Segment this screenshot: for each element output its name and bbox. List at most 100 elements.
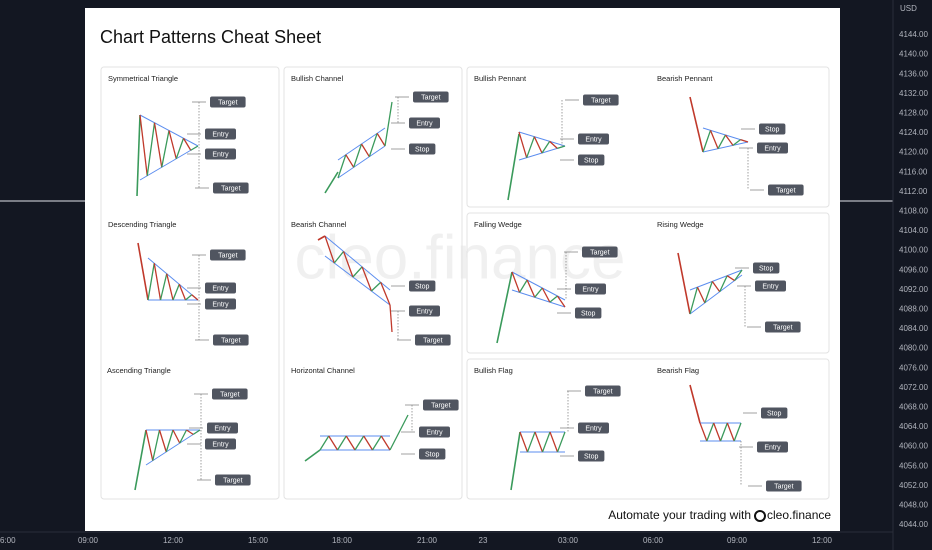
pattern-line bbox=[726, 275, 735, 282]
pattern-line bbox=[328, 435, 339, 451]
time-label: 03:00 bbox=[558, 536, 579, 545]
pattern-line bbox=[182, 137, 192, 151]
pattern-line bbox=[549, 140, 558, 149]
pattern-line bbox=[175, 138, 185, 159]
pattern-line bbox=[726, 422, 735, 442]
pattern-line bbox=[549, 295, 558, 303]
pattern-line bbox=[324, 255, 391, 306]
level-tag bbox=[759, 123, 786, 135]
level-label: Target bbox=[221, 337, 241, 344]
pattern-line bbox=[719, 422, 728, 442]
level-label: Target bbox=[773, 324, 793, 331]
pattern-line bbox=[507, 133, 520, 201]
pattern-line bbox=[706, 422, 715, 442]
pattern-name: Bearish Channel bbox=[291, 220, 347, 229]
pattern-line bbox=[702, 141, 749, 153]
level-tag bbox=[575, 283, 606, 295]
time-label: 12:00 bbox=[812, 536, 833, 545]
watermark: cleo.finance bbox=[295, 223, 626, 292]
price-label: 4072.00 bbox=[899, 383, 928, 392]
price-label: 4112.00 bbox=[899, 187, 928, 196]
pattern-line bbox=[380, 435, 391, 451]
pattern-line bbox=[159, 273, 168, 301]
pattern-line bbox=[732, 139, 741, 146]
level-tag bbox=[409, 117, 440, 129]
time-label: 09:00 bbox=[727, 536, 748, 545]
pattern-line bbox=[186, 429, 194, 435]
pattern-line bbox=[713, 422, 722, 442]
pattern-line bbox=[510, 431, 521, 491]
pattern-name: Bullish Flag bbox=[474, 366, 513, 375]
pattern-line bbox=[534, 431, 544, 453]
pattern-line bbox=[363, 435, 374, 451]
level-label: Target bbox=[221, 185, 241, 192]
pattern-line bbox=[147, 263, 155, 301]
level-tag bbox=[768, 184, 804, 196]
pattern-line bbox=[161, 130, 170, 168]
price-label: 4124.00 bbox=[899, 128, 928, 137]
level-label: Target bbox=[421, 94, 441, 101]
level-tag bbox=[415, 334, 451, 346]
pattern-line bbox=[702, 130, 712, 153]
pattern-line bbox=[734, 269, 743, 281]
pattern-line bbox=[380, 282, 391, 306]
level-tag bbox=[215, 474, 251, 486]
pattern-line bbox=[324, 235, 335, 264]
price-label: 4140.00 bbox=[899, 50, 928, 59]
level-label: Entry bbox=[582, 286, 599, 293]
level-label: Entry bbox=[212, 441, 229, 448]
pattern-line bbox=[704, 281, 713, 304]
pattern-line bbox=[360, 143, 370, 158]
level-tag bbox=[575, 307, 602, 319]
level-label: Entry bbox=[212, 285, 229, 292]
level-tag bbox=[207, 422, 238, 434]
level-label: Target bbox=[776, 187, 796, 194]
pattern-line bbox=[541, 431, 551, 453]
level-label: Entry bbox=[762, 283, 779, 290]
level-tag bbox=[419, 448, 446, 460]
price-label: 4132.00 bbox=[899, 89, 928, 98]
time-label: 09:00 bbox=[78, 536, 99, 545]
pattern-line bbox=[337, 154, 347, 179]
price-label: 4044.00 bbox=[899, 520, 928, 529]
pattern-line bbox=[371, 435, 382, 451]
pattern-line bbox=[352, 266, 363, 278]
pattern-line bbox=[146, 122, 156, 176]
pattern-line bbox=[724, 134, 734, 146]
pattern-name: Bearish Flag bbox=[657, 366, 699, 375]
level-label: Stop bbox=[415, 283, 430, 290]
pattern-line bbox=[353, 143, 363, 168]
level-tag bbox=[205, 282, 236, 294]
pattern-line bbox=[336, 435, 347, 451]
level-label: Entry bbox=[585, 425, 602, 432]
level-label: Entry bbox=[585, 136, 602, 143]
pattern-line bbox=[158, 429, 167, 453]
pattern-line bbox=[556, 431, 566, 453]
price-label: 4120.00 bbox=[899, 148, 928, 157]
level-tag bbox=[413, 91, 449, 103]
level-tag bbox=[578, 450, 605, 462]
level-label: Stop bbox=[425, 451, 440, 458]
pattern-line bbox=[541, 287, 551, 303]
pattern-name: Descending Triangle bbox=[108, 220, 176, 229]
pattern-line bbox=[137, 242, 149, 301]
level-label: Target bbox=[774, 483, 794, 490]
price-label: 4104.00 bbox=[899, 226, 928, 235]
pattern-line bbox=[557, 145, 566, 149]
pattern-line bbox=[376, 132, 386, 147]
level-label: Target bbox=[593, 388, 613, 395]
pattern-name: Ascending Triangle bbox=[107, 366, 171, 375]
level-tag bbox=[210, 249, 246, 261]
pattern-line bbox=[511, 271, 566, 301]
level-tag bbox=[409, 143, 436, 155]
pattern-line bbox=[699, 422, 708, 442]
price-label: 4096.00 bbox=[899, 265, 928, 274]
level-tag bbox=[757, 441, 788, 453]
pattern-line bbox=[719, 275, 728, 292]
price-label: 4080.00 bbox=[899, 344, 928, 353]
pattern-line bbox=[192, 429, 201, 435]
pattern-name: Bullish Pennant bbox=[474, 74, 527, 83]
level-label: Stop bbox=[767, 410, 782, 417]
level-tag bbox=[757, 142, 788, 154]
